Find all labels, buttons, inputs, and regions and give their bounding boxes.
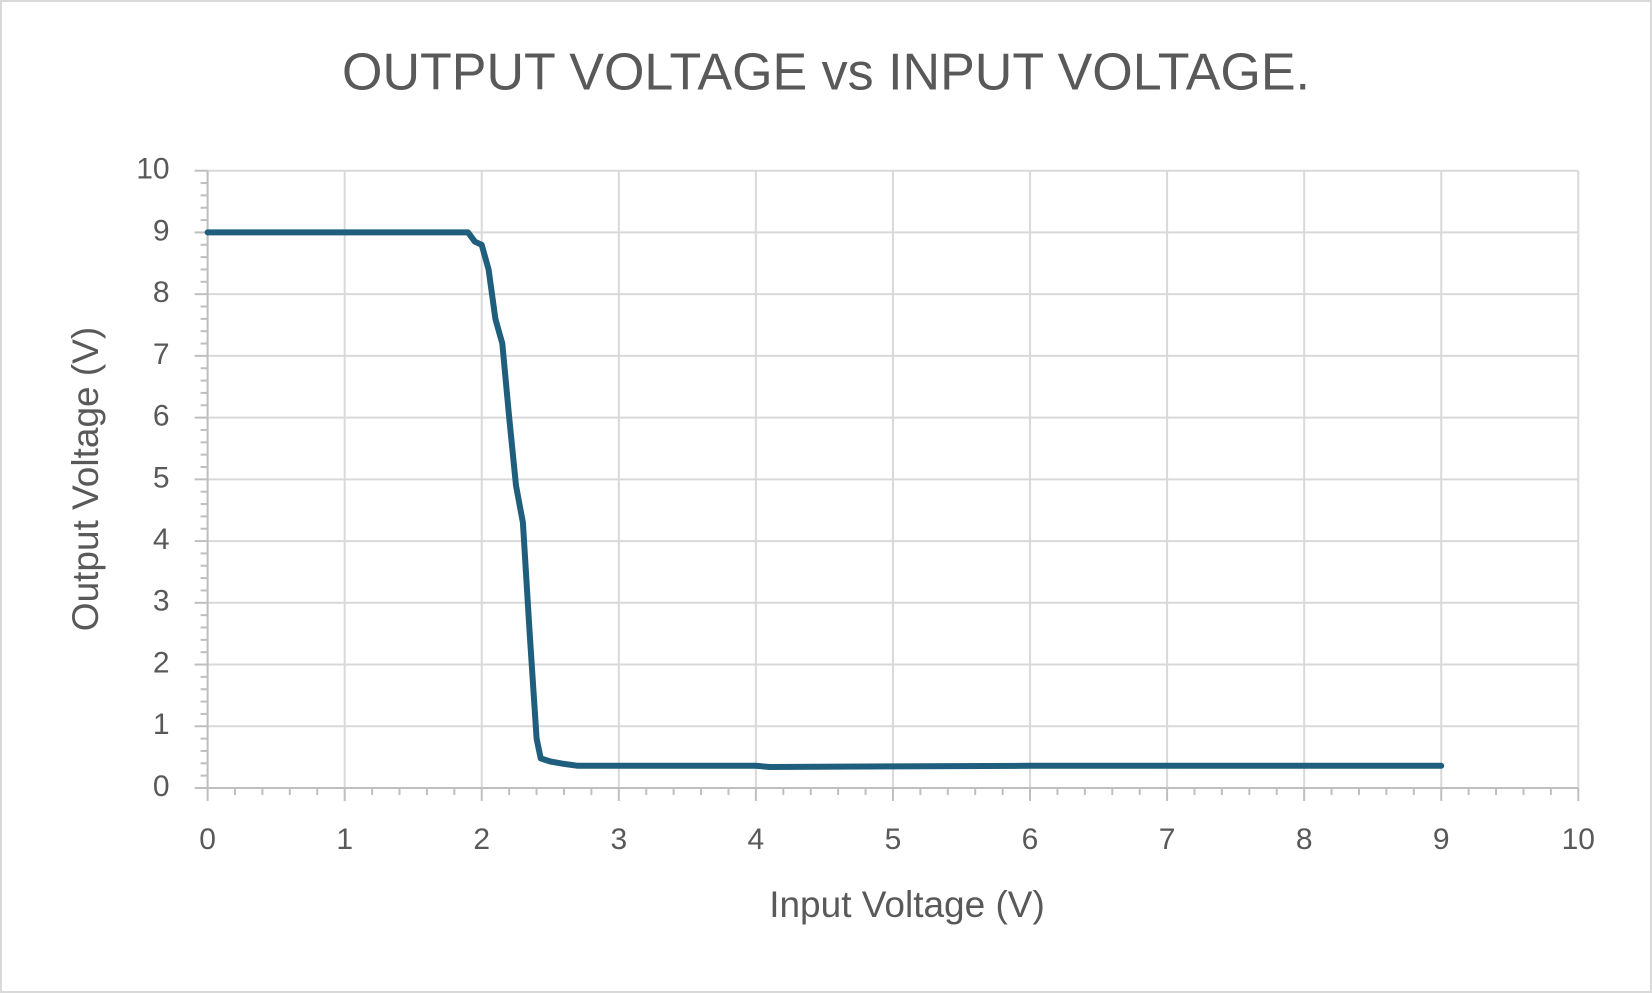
x-tick-label: 3 (610, 823, 627, 856)
x-tick-label: 0 (199, 823, 216, 856)
y-tick-label: 8 (153, 276, 170, 309)
x-tick-label: 4 (748, 823, 765, 856)
y-tick-label: 0 (153, 770, 170, 803)
x-tick-label: 6 (1022, 823, 1039, 856)
y-tick-label: 7 (153, 338, 170, 371)
x-tick-label: 8 (1296, 823, 1313, 856)
chart-title: OUTPUT VOLTAGE vs INPUT VOLTAGE. (342, 44, 1310, 102)
y-tick-label: 4 (153, 523, 170, 556)
x-tick-label: 1 (336, 823, 353, 856)
y-tick-label: 6 (153, 400, 170, 433)
x-axis-title: Input Voltage (V) (769, 884, 1045, 925)
x-tick-label: 5 (885, 823, 902, 856)
y-tick-label: 2 (153, 646, 170, 679)
x-tick-label: 2 (473, 823, 490, 856)
x-tick-label: 9 (1433, 823, 1450, 856)
x-tick-label: 10 (1562, 823, 1595, 856)
y-tick-label: 9 (153, 214, 170, 247)
data-line (204, 229, 1445, 770)
y-tick-label: 10 (136, 153, 169, 186)
y-tick-label: 3 (153, 585, 170, 618)
y-tick-label: 1 (153, 708, 170, 741)
y-tick-label: 5 (153, 461, 170, 494)
y-axis-title: Output Voltage (V) (65, 327, 106, 631)
x-tick-label: 7 (1159, 823, 1176, 856)
